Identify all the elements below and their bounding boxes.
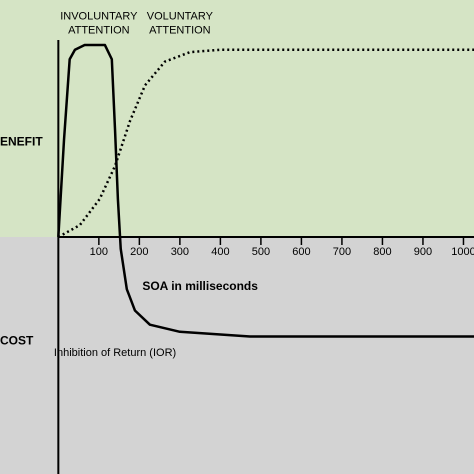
x-tick-label: 600 [292, 246, 310, 258]
x-tick-label: 800 [373, 246, 391, 258]
x-tick-label: 400 [211, 246, 229, 258]
x-tick-label: 500 [252, 246, 270, 258]
annotation: VOLUNTARY [147, 10, 214, 22]
x-tick-label: 700 [333, 246, 351, 258]
x-tick-label: 100 [90, 246, 108, 258]
x-tick-label: 900 [414, 246, 432, 258]
annotation: Inhibition of Return (IOR) [54, 347, 176, 359]
x-tick-label: 200 [130, 246, 148, 258]
x-axis-label: SOA in milliseconds [142, 279, 258, 293]
annotation: INVOLUNTARY [60, 10, 138, 22]
annotation: ATTENTION [68, 24, 130, 36]
annotation: ATTENTION [149, 24, 211, 36]
x-tick-label: 300 [171, 246, 189, 258]
benefit-region [0, 0, 474, 237]
curve [57, 48, 474, 239]
region-label: ENEFIT [0, 134, 43, 148]
region-label: COST [0, 333, 34, 347]
x-tick-label: 1000 [451, 246, 474, 258]
cost-region [0, 237, 474, 474]
